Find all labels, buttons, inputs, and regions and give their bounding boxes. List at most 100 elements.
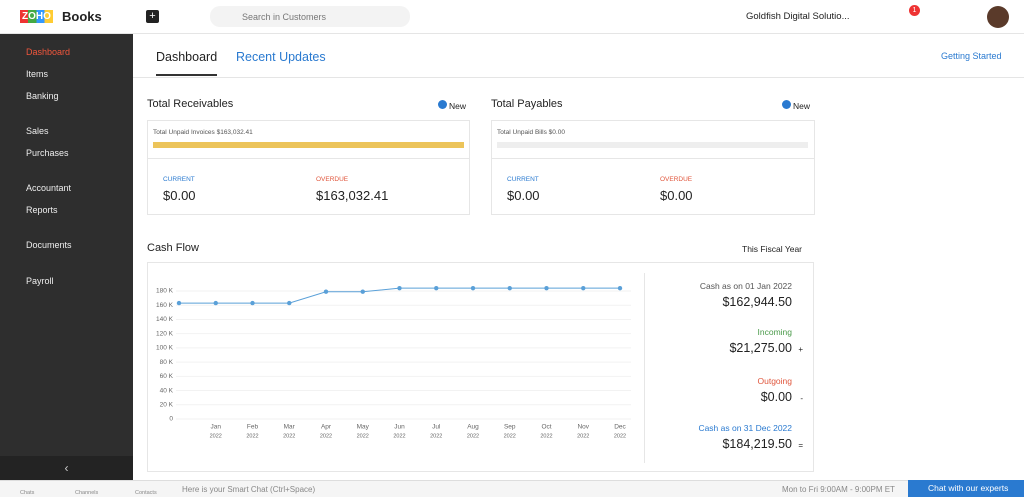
summary-value: $162,944.50 <box>722 295 792 309</box>
x-tick-label: Jul <box>432 424 441 431</box>
search-placeholder: Search in Customers <box>242 12 327 22</box>
x-tick-year: 2022 <box>393 433 405 439</box>
nav-item[interactable]: Dashboard <box>26 47 71 57</box>
plus-icon <box>438 100 447 109</box>
x-tick-label: Feb <box>247 424 259 431</box>
current-label: CURRENT <box>507 176 539 183</box>
cash-flow-title: Cash Flow <box>147 242 199 254</box>
divider <box>644 273 645 463</box>
topbar: ZOHO Books + Search in Customers Goldfis… <box>0 0 1024 34</box>
y-tick-label: 140 K <box>156 316 174 323</box>
summary-value: $0.00 <box>760 390 792 404</box>
logo[interactable]: ZOHO <box>20 10 53 23</box>
y-tick-label: 180 K <box>156 288 174 295</box>
y-tick-label: 120 K <box>156 330 174 337</box>
period[interactable]: This Fiscal Year <box>742 244 802 254</box>
search[interactable] <box>210 6 410 27</box>
overdue-label: OVERDUE <box>316 176 349 183</box>
sidebar: Dashboard Items Banking Sales Purchases Accou… <box>0 34 133 480</box>
footer-tab[interactable]: Contacts <box>135 490 157 496</box>
current-label: CURRENT <box>163 176 195 183</box>
org[interactable]: Goldfish Digital Solutio... <box>746 11 850 22</box>
x-tick-year: 2022 <box>467 433 479 439</box>
collapse[interactable]: ‹ <box>0 456 133 480</box>
x-tick-year: 2022 <box>540 433 552 439</box>
summary-sign: + <box>798 345 803 354</box>
nav-item[interactable]: Accountant <box>26 183 72 193</box>
x-tick-year: 2022 <box>210 433 222 439</box>
progress <box>153 142 464 148</box>
y-tick-label: 0 <box>169 416 173 423</box>
point <box>176 300 182 306</box>
new-link[interactable]: New <box>793 101 811 111</box>
chat-button[interactable]: Chat with our experts <box>908 480 1024 497</box>
current: $0.00 <box>507 188 540 203</box>
plus-icon <box>782 100 791 109</box>
tabs <box>133 34 1024 78</box>
y-tick-label: 80 K <box>160 359 174 366</box>
tab[interactable]: Dashboard <box>156 50 218 76</box>
badge: 1 <box>909 5 920 16</box>
current: $0.00 <box>163 188 196 203</box>
avatar[interactable] <box>987 6 1009 28</box>
footer-tab[interactable]: Channels <box>75 490 99 496</box>
point <box>397 285 402 291</box>
x-tick-year: 2022 <box>430 433 442 439</box>
overdue-label: OVERDUE <box>660 176 693 183</box>
point <box>360 289 365 294</box>
y-tick-label: 20 K <box>160 401 174 408</box>
x-tick-year: 2022 <box>504 433 516 439</box>
summary-label: Cash as on 01 Jan 2022 <box>699 281 792 291</box>
brand[interactable]: Books <box>62 9 102 24</box>
card <box>491 120 815 215</box>
nav-item[interactable]: Banking <box>26 91 59 101</box>
cash-flow-card: 0 20 K 40 K 60 K 80 K 100 K 120 K 140 K 160 K 180… <box>147 262 814 472</box>
x-tick-label: May <box>357 424 370 431</box>
overdue[interactable]: $0.00 <box>660 188 693 203</box>
summary-value: $21,275.00 <box>729 341 792 355</box>
point <box>617 285 623 291</box>
point <box>544 285 549 291</box>
progress <box>497 142 808 148</box>
x-tick-label: Oct <box>541 424 551 431</box>
nav-item[interactable]: Documents <box>26 240 72 250</box>
summary-sign: = <box>798 441 803 450</box>
point <box>581 285 586 291</box>
y-tick-label: 40 K <box>160 387 174 394</box>
point <box>323 289 329 294</box>
summary-value: $184,219.50 <box>722 437 792 451</box>
divider <box>147 158 470 159</box>
new-link[interactable]: New <box>449 101 467 111</box>
overdue[interactable]: $163,032.41 <box>316 188 389 203</box>
x-tick-label: Jan <box>211 424 222 431</box>
x-tick-label: Jun <box>394 424 405 431</box>
x-tick-label: Mar <box>284 424 296 431</box>
add-button[interactable]: + <box>146 10 159 23</box>
summary-label: Outgoing <box>757 376 793 386</box>
nav-item[interactable]: Reports <box>26 205 58 215</box>
nav-item[interactable]: Purchases <box>26 148 69 158</box>
x-tick-year: 2022 <box>614 433 626 439</box>
point <box>470 285 476 291</box>
x-tick-label: Aug <box>467 424 479 431</box>
line <box>179 287 620 304</box>
nav-item[interactable]: Payroll <box>26 276 54 286</box>
nav-item[interactable]: Items <box>26 69 49 79</box>
point <box>287 300 292 306</box>
point <box>434 285 439 291</box>
smart-chat[interactable]: Here is your Smart Chat (Ctrl+Space) <box>182 485 316 494</box>
summary-sign: - <box>800 394 803 403</box>
x-tick-year: 2022 <box>283 433 295 439</box>
summary-label: Cash as on 31 Dec 2022 <box>698 423 792 433</box>
tab[interactable]: Recent Updates <box>236 50 326 64</box>
y-tick-label: 100 K <box>156 345 174 352</box>
x-tick-label: Nov <box>577 424 589 431</box>
footer <box>0 480 1024 497</box>
card-title: Total Receivables <box>147 98 234 110</box>
point <box>250 300 255 306</box>
summary-label: Incoming <box>757 327 793 337</box>
getting-started[interactable]: Getting Started <box>941 51 1002 61</box>
footer-tab[interactable]: Chats <box>20 490 35 496</box>
nav-item[interactable]: Sales <box>26 126 49 136</box>
